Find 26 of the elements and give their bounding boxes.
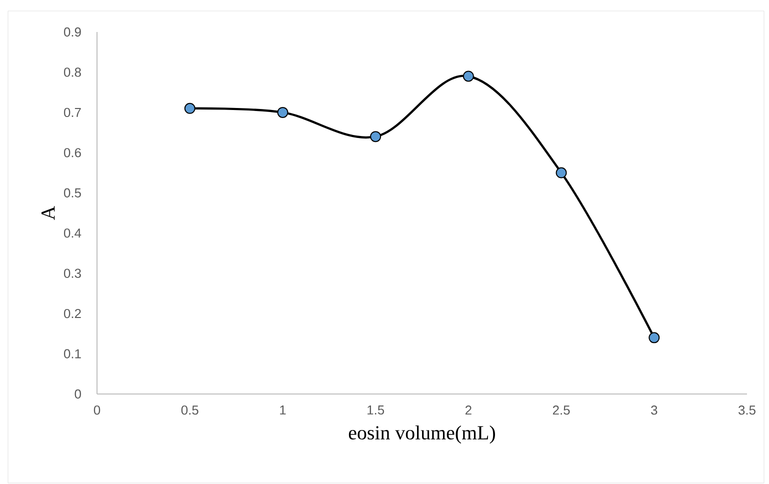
- y-tick-label: 0.1: [64, 349, 81, 358]
- x-axis-title: eosin volume(mL): [348, 426, 496, 444]
- y-axis-title: A: [41, 206, 55, 220]
- point: [462, 70, 474, 82]
- y-tick-label: 0.2: [64, 308, 81, 318]
- y-tick-label: 0.9: [64, 27, 81, 37]
- x-tick-label: 2: [465, 406, 472, 415]
- point: [184, 102, 196, 114]
- y-tick-label: 0.4: [64, 228, 82, 238]
- y-tick-label: 0.8: [64, 68, 81, 77]
- point: [370, 131, 382, 142]
- x-tick-label: 2.5: [552, 406, 570, 415]
- y-tick-label: 0.6: [64, 148, 81, 158]
- y-tick-label: 0.7: [64, 108, 81, 118]
- y-tick-label: 0.5: [64, 188, 81, 198]
- point: [556, 167, 567, 178]
- x-tick-label: 3.5: [738, 406, 756, 415]
- x-tick-label: 1: [280, 406, 286, 414]
- y-tick-label: 0: [74, 389, 81, 399]
- x-tick-label: 1.5: [368, 406, 384, 415]
- point: [648, 332, 660, 344]
- x-tick-label: 0.5: [181, 406, 198, 415]
- y-tick-label: 0.3: [64, 268, 81, 278]
- x-tick-label: 3: [651, 406, 658, 415]
- point: [277, 106, 288, 118]
- x-tick-label: 0: [94, 406, 100, 415]
